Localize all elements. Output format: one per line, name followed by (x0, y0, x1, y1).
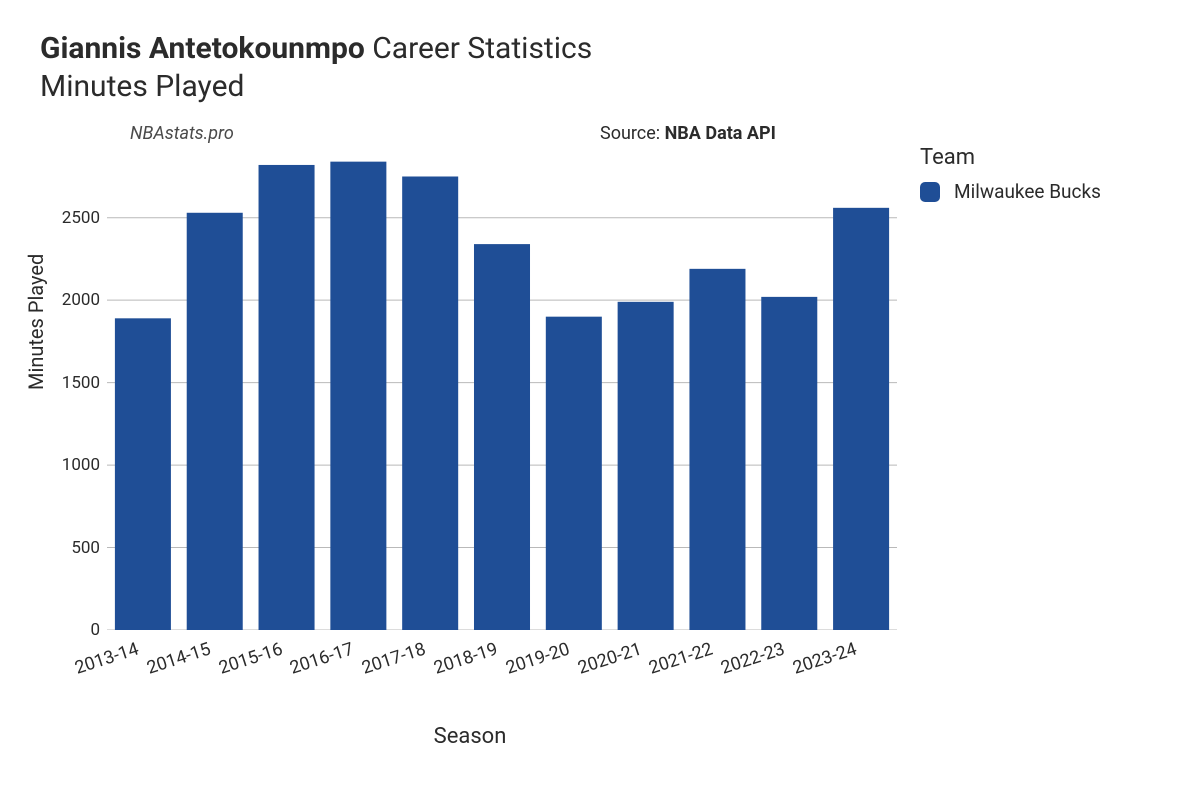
x-tick-label: 2016-17 (350, 639, 356, 659)
y-tick-label: 500 (54, 538, 100, 558)
title-rest: Career Statistics (365, 31, 592, 66)
legend-title: Team (920, 145, 1150, 170)
x-tick-label: 2019-20 (566, 639, 572, 659)
source-text: Source: NBA Data API (600, 123, 776, 144)
bar (330, 162, 386, 630)
x-tick-label: 2017-18 (422, 639, 428, 659)
legend-item: Milwaukee Bucks (920, 180, 1150, 203)
title-player-name: Giannis Antetokounmpo (40, 31, 365, 66)
bar (474, 244, 530, 630)
bar (259, 165, 315, 630)
x-tick-label: 2015-16 (278, 639, 284, 659)
legend-swatch (920, 182, 940, 202)
figure: Minutes Played 05001000150020002500 2013… (40, 160, 1160, 770)
y-tick-label: 2500 (54, 208, 100, 228)
legend: Team Milwaukee Bucks (920, 145, 1150, 203)
bar (187, 213, 243, 630)
title-line-1: Giannis Antetokounmpo Career Statistics (40, 30, 1160, 68)
y-tick-label: 1500 (54, 373, 100, 393)
plot-area (106, 160, 896, 630)
legend-label: Milwaukee Bucks (954, 180, 1101, 203)
bar (115, 318, 171, 630)
y-axis-label: Minutes Played (24, 254, 48, 390)
title-line-2: Minutes Played (40, 68, 1160, 106)
y-tick-label: 0 (54, 620, 100, 640)
x-tick-label: 2021-22 (709, 639, 715, 659)
bars (115, 162, 889, 630)
bar (761, 297, 817, 630)
title-block: Giannis Antetokounmpo Career Statistics … (40, 30, 1160, 105)
source-label: Source: (600, 123, 665, 144)
watermark-text: NBAstats.pro (130, 123, 234, 144)
chart-container: Giannis Antetokounmpo Career Statistics … (0, 0, 1200, 800)
source-value: NBA Data API (665, 123, 776, 144)
bar (689, 269, 745, 630)
bar (618, 302, 674, 630)
x-tick-label: 2022-23 (781, 639, 787, 659)
x-tick-label: 2013-14 (135, 639, 141, 659)
y-tick-label: 2000 (54, 290, 100, 310)
x-tick-label: 2023-24 (853, 639, 859, 659)
x-tick-label: 2020-21 (637, 639, 643, 659)
bar (833, 208, 889, 630)
x-axis-label: Season (40, 724, 900, 749)
plot-svg (107, 160, 897, 630)
bar (402, 176, 458, 630)
bar (546, 317, 602, 630)
y-tick-label: 1000 (54, 455, 100, 475)
x-tick-label: 2018-19 (494, 639, 500, 659)
x-tick-label: 2014-15 (206, 639, 212, 659)
legend-items: Milwaukee Bucks (920, 180, 1150, 203)
